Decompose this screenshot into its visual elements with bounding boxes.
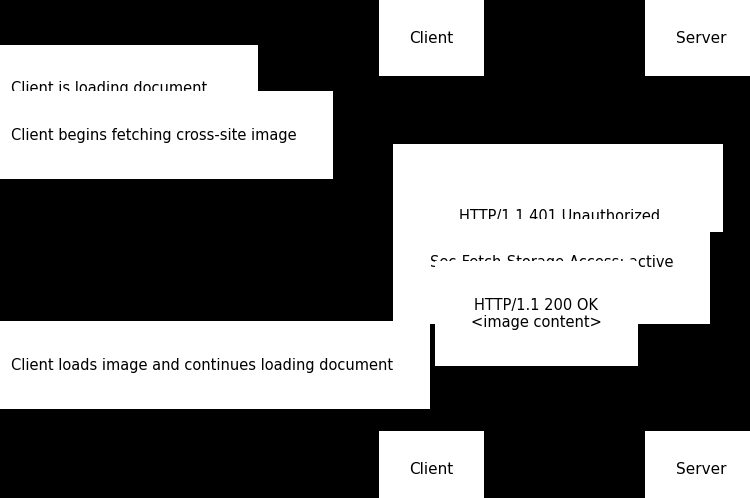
Text: Server: Server	[676, 462, 727, 477]
Text: Client loads image and continues loading document: Client loads image and continues loading…	[11, 358, 393, 373]
Text: HTTP/1.1 200 OK
<image content>: HTTP/1.1 200 OK <image content>	[471, 297, 602, 330]
Text: Sec-Fetch-Storage-Access: active
Cookie: userid=123: Sec-Fetch-Storage-Access: active Cookie:…	[430, 255, 674, 288]
Text: Server: Server	[676, 31, 727, 46]
Text: Client begins fetching cross-site image: Client begins fetching cross-site image	[11, 128, 297, 143]
Text: Client is loading document...: Client is loading document...	[11, 81, 222, 96]
Text: Sec-Fetch-Storage-Access: inactive: Sec-Fetch-Storage-Access: inactive	[430, 181, 687, 196]
Text: Client: Client	[409, 31, 453, 46]
Text: HTTP/1.1 401 Unauthorized
Activate-Storage-Access: retry: HTTP/1.1 401 Unauthorized Activate-Stora…	[448, 209, 671, 242]
Text: Client: Client	[409, 462, 453, 477]
